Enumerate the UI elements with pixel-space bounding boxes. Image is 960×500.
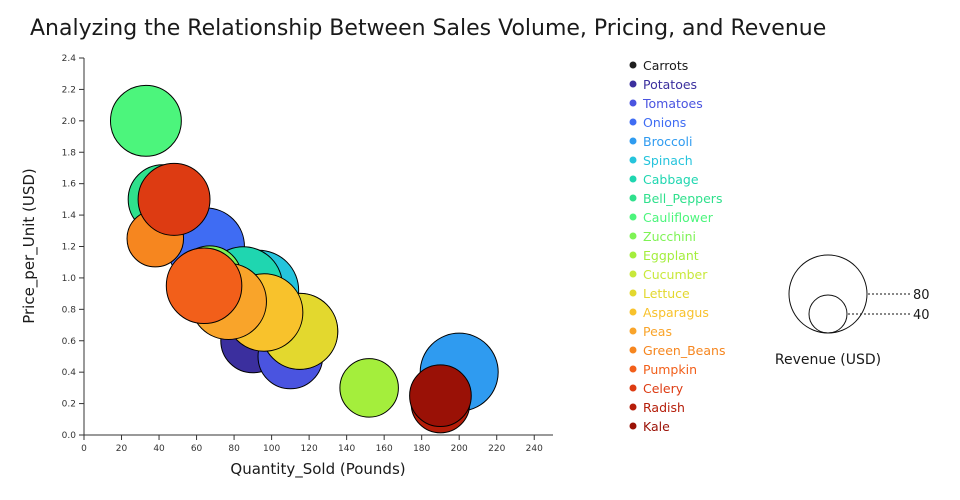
legend-marker: [629, 118, 637, 126]
y-tick-label: 1.0: [62, 274, 77, 284]
y-axis-title: Price_per_Unit (USD): [20, 168, 39, 324]
legend-item-tomatoes[interactable]: Tomatoes: [642, 96, 703, 111]
legend-item-cauliflower[interactable]: Cauliflower: [643, 210, 714, 225]
legend-item-asparagus[interactable]: Asparagus: [643, 305, 709, 320]
chart-title: Analyzing the Relationship Between Sales…: [30, 16, 827, 41]
x-tick-label: 140: [338, 444, 355, 454]
legend-marker: [629, 289, 637, 297]
legend-item-pumpkin[interactable]: Pumpkin: [643, 362, 697, 377]
size-legend-value-small: 40: [913, 308, 930, 323]
legend-item-broccoli[interactable]: Broccoli: [643, 134, 692, 149]
y-tick-label: 0.0: [62, 431, 77, 441]
legend-marker: [629, 175, 637, 183]
points-layer: [109, 84, 499, 434]
y-tick-label: 0.2: [62, 400, 76, 410]
legend-marker: [629, 194, 637, 202]
legend-item-lettuce[interactable]: Lettuce: [643, 286, 690, 301]
x-tick-label: 40: [153, 444, 165, 454]
legend-item-green-beans[interactable]: Green_Beans: [643, 343, 725, 358]
legend-item-spinach[interactable]: Spinach: [643, 153, 693, 168]
legend-marker: [629, 137, 637, 145]
y-tick-label: 1.8: [62, 148, 77, 158]
legend-marker: [629, 308, 637, 316]
y-tick-label: 2.2: [62, 85, 76, 95]
legend-marker: [629, 422, 637, 430]
legend-item-carrots[interactable]: Carrots: [643, 58, 688, 73]
x-tick-label: 240: [526, 444, 543, 454]
legend-marker: [629, 403, 637, 411]
legend-item-kale[interactable]: Kale: [643, 419, 670, 434]
bubble-eggplant[interactable]: [339, 358, 399, 418]
legend-marker: [629, 365, 637, 373]
x-tick-label: 100: [263, 444, 280, 454]
legend-item-bell-peppers[interactable]: Bell_Peppers: [643, 191, 722, 206]
y-tick-label: 1.4: [62, 211, 77, 221]
legend-marker: [629, 384, 637, 392]
x-tick-label: 0: [81, 444, 87, 454]
x-tick-label: 200: [451, 444, 468, 454]
legend-marker: [629, 232, 637, 240]
y-tick-label: 2.4: [62, 54, 77, 64]
legend-marker: [629, 251, 637, 259]
legend-marker: [629, 346, 637, 354]
size-legend: 80 40 Revenue (USD): [775, 254, 930, 368]
legend-item-cabbage[interactable]: Cabbage: [643, 172, 699, 187]
x-tick-label: 220: [488, 444, 505, 454]
y-ticks: 0.0 0.2 0.4 0.6 0.8 1.0 1.2 1.4 1.6 1.8 2.0 2.2 2.4: [62, 54, 84, 441]
legend-item-radish[interactable]: Radish: [643, 400, 685, 415]
x-ticks: 0 20 40 60 80 100 120 140 160 180 200 220 240: [81, 435, 543, 454]
legend-item-zucchini[interactable]: Zucchini: [643, 229, 696, 244]
legend-marker: [629, 270, 637, 278]
legend-item-celery[interactable]: Celery: [643, 381, 684, 396]
y-tick-label: 0.6: [62, 337, 77, 347]
x-tick-label: 120: [301, 444, 318, 454]
size-legend-circle-small: [808, 294, 848, 334]
y-tick-label: 1.2: [62, 243, 76, 253]
bubble-pumpkin[interactable]: [165, 247, 243, 325]
size-legend-title: Revenue (USD): [775, 352, 881, 368]
legend-item-onions[interactable]: Onions: [643, 115, 686, 130]
legend-marker: [629, 156, 637, 164]
legend-marker: [629, 99, 637, 107]
x-tick-label: 160: [376, 444, 393, 454]
y-tick-label: 0.8: [62, 305, 77, 315]
y-tick-label: 2.0: [62, 117, 77, 127]
x-axis-title: Quantity_Sold (Pounds): [230, 460, 405, 479]
legend-item-eggplant[interactable]: Eggplant: [643, 248, 699, 263]
y-tick-label: 0.4: [62, 368, 77, 378]
bubble-kale[interactable]: [409, 364, 472, 428]
legend-item-cucumber[interactable]: Cucumber: [643, 267, 708, 282]
bubble-cauliflower[interactable]: [109, 84, 182, 157]
legend-item-potatoes[interactable]: Potatoes: [643, 77, 697, 92]
size-legend-circle-large: [788, 254, 868, 334]
y-tick-label: 1.6: [62, 180, 77, 190]
size-legend-value-large: 80: [913, 288, 930, 303]
x-tick-label: 20: [116, 444, 128, 454]
legend-marker: [629, 213, 637, 221]
legend-marker: [629, 80, 637, 88]
legend: Carrots Potatoes Tomatoes Onions Broccoli Spi…: [629, 58, 725, 434]
legend-marker: [629, 327, 637, 335]
x-tick-label: 60: [191, 444, 203, 454]
legend-marker: [629, 61, 637, 69]
x-tick-label: 180: [413, 444, 430, 454]
x-tick-label: 80: [228, 444, 240, 454]
bubble-celery[interactable]: [137, 162, 211, 236]
legend-item-peas[interactable]: Peas: [643, 324, 672, 339]
